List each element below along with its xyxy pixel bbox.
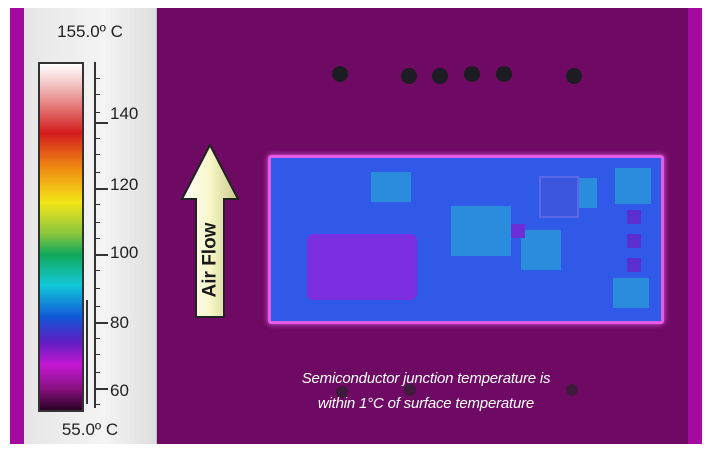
scale-min-label: 55.0º C <box>61 420 119 439</box>
warm-spot <box>371 172 411 202</box>
component-dot <box>432 68 448 84</box>
caption-line-2: within 1°C of surface temperature <box>317 395 535 412</box>
right-edge-strip <box>688 8 702 444</box>
chip-outline <box>539 176 579 218</box>
pin-pad <box>511 224 525 238</box>
tick-axis <box>94 62 96 408</box>
tick-label-100: 100 <box>110 243 139 262</box>
tick-label-140: 140 <box>110 104 139 123</box>
tick-mark <box>94 388 108 390</box>
tick-mark <box>94 222 100 223</box>
component-dot <box>332 66 348 82</box>
tick-mark <box>94 404 100 405</box>
component-dot <box>496 66 512 82</box>
tick-mark <box>94 238 100 239</box>
caption: Semiconductor junction temperature is wi… <box>258 366 594 416</box>
tick-mark <box>94 112 100 113</box>
caption-line-1: Semiconductor junction temperature is <box>301 370 551 387</box>
range-indicator <box>86 300 88 404</box>
tick-mark <box>94 78 100 79</box>
tick-label-60: 60 <box>110 381 129 400</box>
component-dot <box>401 68 417 84</box>
tick-mark <box>94 306 100 307</box>
warm-spot <box>451 206 511 256</box>
tick-mark <box>94 138 100 139</box>
temperature-scale: 155.0º C 140 120 100 80 60 55.0º C <box>24 8 157 444</box>
left-edge-strip <box>10 8 24 444</box>
color-bar <box>38 62 84 412</box>
warm-spot <box>615 168 651 204</box>
tick-mark <box>94 372 100 373</box>
tick-label-80: 80 <box>110 313 129 332</box>
component-dot <box>566 68 582 84</box>
warm-spot <box>613 278 649 308</box>
circuit-board-hotspot <box>268 155 664 324</box>
scale-max-label: 155.0º C <box>57 22 123 41</box>
component-dot <box>566 384 578 396</box>
tick-mark <box>94 270 100 271</box>
component-dot <box>404 384 416 396</box>
tick-label-120: 120 <box>110 175 139 194</box>
tick-mark <box>94 172 100 173</box>
tick-mark <box>94 322 108 324</box>
component-dot <box>464 66 480 82</box>
tick-mark <box>94 188 108 190</box>
tick-mark <box>94 338 100 339</box>
air-flow-arrow-icon <box>180 143 240 318</box>
tick-mark <box>94 288 100 289</box>
pin-pad <box>627 234 641 248</box>
tick-mark <box>94 354 100 355</box>
air-flow-label: Air Flow <box>199 222 221 298</box>
tick-mark <box>94 122 108 124</box>
cooler-region <box>307 234 417 300</box>
tick-mark <box>94 94 100 95</box>
tick-mark <box>94 254 108 256</box>
pin-pad <box>627 258 641 272</box>
tick-mark <box>94 204 100 205</box>
warm-spot <box>521 230 561 270</box>
component-dot <box>336 386 348 398</box>
tick-mark <box>94 154 100 155</box>
pin-pad <box>627 210 641 224</box>
